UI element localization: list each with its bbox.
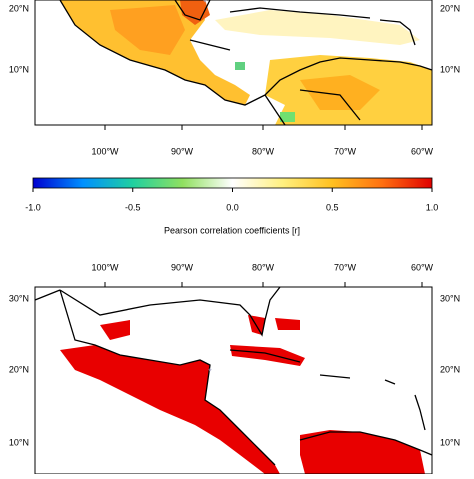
colorbar-tick-label: 1.0 [426,202,439,212]
lon-label: 80°W [252,262,275,272]
significant-area [100,320,130,340]
lon-label: 70°W [334,146,357,156]
lat-label: 10°N [9,437,29,447]
lon-label: 100°W [91,262,119,272]
correlation-area [215,10,420,45]
lon-label: 100°W [91,146,119,156]
colorbar-tick-label: -1.0 [25,202,41,212]
lat-label: 20°N [9,364,29,374]
lon-label: 80°W [252,146,275,156]
svg-text:*: * [203,0,207,7]
lat-label: 30°N [9,293,29,303]
lon-label: 60°W [411,146,434,156]
lat-label: 20°N [440,3,460,13]
lat-label: 10°N [440,64,460,74]
significant-area [60,345,280,474]
significant-area [275,318,300,330]
lat-label: 20°N [440,364,460,374]
significant-area [230,345,305,366]
lat-label: 10°N [440,437,460,447]
colorbar-tick-label: 0.0 [226,202,239,212]
colorbar-tick-label: 0.5 [326,202,339,212]
colorbar [32,177,433,189]
colorbar-tick-label: -0.5 [125,202,141,212]
correlation-area [110,5,185,55]
lon-label: 70°W [334,262,357,272]
lon-label: 90°W [171,262,194,272]
svg-text:*: * [208,366,212,376]
colorbar-label: Pearson correlation coefficients [r] [164,225,300,235]
lat-label: 20°N [9,3,29,13]
lon-label: 90°W [171,146,194,156]
top-map: * [34,0,433,126]
lon-label: 60°W [411,262,434,272]
bottom-map: * [34,286,433,475]
lat-label: 10°N [9,64,29,74]
correlation-area [280,112,295,122]
correlation-area [180,0,210,25]
lat-label: 30°N [440,293,460,303]
correlation-area [235,62,245,70]
correlation-area [300,75,380,110]
significant-area [300,430,425,474]
